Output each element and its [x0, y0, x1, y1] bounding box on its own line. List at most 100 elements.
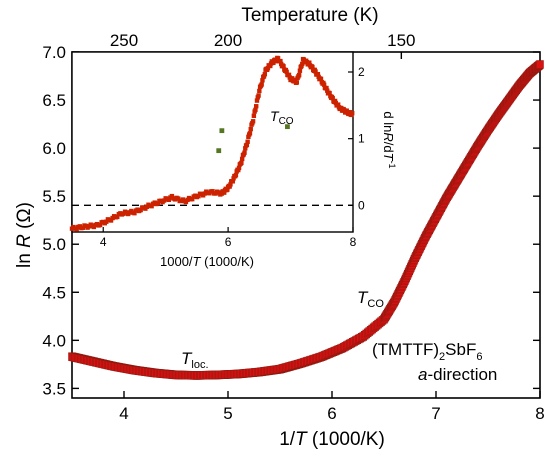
inset-data-point [259, 82, 264, 87]
y-tick-label: 6.0 [42, 139, 66, 158]
inset-data-point [233, 172, 239, 178]
inset-data-point [247, 131, 253, 136]
data-point [536, 60, 544, 69]
inset-outlier-point [219, 128, 225, 134]
inset-x-tick-label: 6 [225, 235, 232, 249]
inset-data-point [132, 210, 137, 216]
x-tick-label: 7 [431, 404, 440, 423]
inset-data-point [286, 72, 292, 78]
y-tick-label: 4.5 [42, 283, 66, 302]
inset-data-point [265, 65, 271, 71]
y-axis-title: ln R (Ω) [14, 202, 35, 268]
y-tick-label: 7.0 [42, 43, 66, 62]
inset-data-point [97, 222, 103, 228]
inset-x-tick-label: 8 [350, 235, 357, 249]
inset-data-point [284, 69, 289, 75]
inset-data-point [161, 198, 167, 203]
y-tick-label: 5.0 [42, 235, 66, 254]
top-tick-label: 200 [214, 31, 242, 50]
inset-y-tick-label: 0 [358, 198, 365, 212]
inset-data-point [242, 150, 247, 155]
inset-data-point [225, 187, 230, 192]
inset-data-point [307, 60, 312, 65]
inset-data-point [300, 61, 305, 67]
inset-data-point [268, 63, 273, 69]
inset-data-point [245, 139, 250, 144]
inset-outlier-point [285, 124, 290, 130]
inset-data-point [297, 68, 303, 73]
inset-data-point [175, 196, 181, 201]
inset-data-point [248, 126, 253, 132]
inset-data-point [260, 78, 265, 83]
inset-data-point [335, 102, 341, 107]
inset-data-point [104, 219, 109, 224]
inset-outlier-point [216, 148, 222, 154]
inset-data-point [289, 76, 295, 81]
inset-data-point [166, 197, 171, 203]
inset-data-point [275, 56, 281, 61]
x-tick-label: 4 [119, 404, 128, 423]
inset-data-point [324, 85, 329, 91]
top-tick-label: 150 [387, 31, 415, 50]
inset-data-point [257, 88, 262, 94]
inset-data-point [254, 104, 259, 109]
inset-data-point [318, 76, 324, 82]
inset-data-point [155, 201, 161, 206]
inset-frame [71, 51, 354, 233]
inset-x-tick-label: 4 [100, 235, 107, 249]
inset-data-point [253, 107, 258, 113]
inset-data-point [347, 110, 353, 115]
inset-data-point [115, 214, 120, 220]
x-axis-title: 1/T (1000/K) [279, 429, 385, 450]
inset-data-point [294, 80, 299, 85]
inset-y-tick-label: 1 [358, 132, 365, 146]
inset-data-point [315, 71, 321, 77]
x-tick-label: 6 [327, 404, 336, 423]
compound-label: (TMTTF)2SbF6 [372, 340, 482, 363]
inset-data-point [321, 82, 327, 87]
inset-data-point [299, 63, 304, 69]
inset-data-point [108, 218, 114, 223]
main-plot-area: 4 5 6 7 8 3.5 4.0 4.5 5.0 5.5 6.0 6.5 7.0 250 200 150 [42, 31, 544, 423]
inset-data-point [222, 190, 227, 195]
inset-data-point [313, 69, 318, 74]
y-tick-label: 3.5 [42, 379, 66, 398]
inset-data-point [243, 146, 248, 151]
top-tick-label: 250 [110, 31, 138, 50]
inset-data-point [254, 98, 260, 103]
inset-data-point [149, 203, 154, 209]
inset-x-axis-title: 1000/T (1000/K) [160, 254, 254, 269]
y-tick-label: 6.5 [42, 91, 66, 110]
inset-data-point [190, 196, 195, 202]
inset-data-point [310, 64, 315, 70]
top-axis-title: Temperature (K) [241, 5, 378, 26]
inset-data-point [278, 58, 283, 64]
inset-data-point [230, 179, 235, 184]
inset-data-point [236, 165, 242, 171]
y-tick-label: 4.0 [42, 331, 66, 350]
inset-data-point [138, 207, 143, 213]
inset-y-tick-label: 2 [358, 65, 365, 79]
inset-data-point [350, 111, 355, 116]
t-loc-annotation: Tloc. [181, 349, 209, 371]
inset-data-point [296, 72, 302, 78]
inset-data-point [262, 72, 267, 77]
inset-data-point [80, 225, 86, 230]
inset-y-axis-title: d lnR/dT-1 [381, 111, 397, 168]
inset-t-co-annotation: TCO [270, 108, 294, 127]
inset-plot-area: 4 6 8 0 1 2 [69, 51, 365, 249]
inset-data-point [244, 142, 250, 148]
y-tick-label: 5.5 [42, 187, 66, 206]
inset-data-point [239, 160, 244, 166]
inset-data-point [251, 113, 257, 118]
inset-data-point [239, 156, 245, 162]
inset-data-point [228, 182, 233, 187]
inset-data-point [246, 134, 251, 140]
inset-data-point [281, 64, 286, 69]
t-co-annotation: TCO [357, 288, 384, 310]
inset-data-point [327, 90, 332, 96]
x-tick-label: 5 [223, 404, 232, 423]
inset-data-point [169, 193, 175, 199]
inset-data-point [256, 93, 261, 98]
